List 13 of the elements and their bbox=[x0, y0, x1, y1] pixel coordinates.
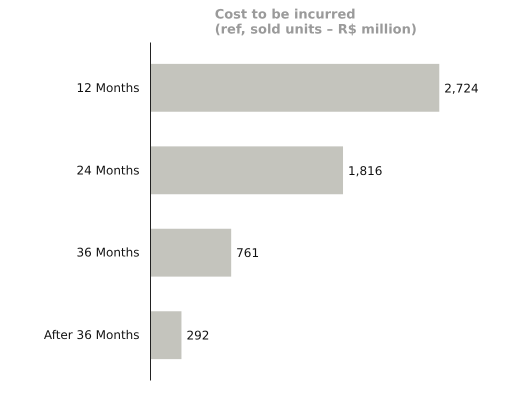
bar bbox=[150, 64, 440, 112]
bar bbox=[150, 228, 232, 277]
y-tick-label: 24 Months bbox=[76, 163, 140, 178]
data-label: 761 bbox=[236, 246, 260, 260]
bar bbox=[150, 146, 344, 194]
chart-title: Cost to be incurred (ref, sold units – R$ million) bbox=[214, 8, 417, 38]
data-label: 1,816 bbox=[348, 164, 382, 178]
bar bbox=[150, 311, 182, 360]
y-tick-label: 12 Months bbox=[76, 80, 140, 95]
y-tick-label: After 36 Months bbox=[44, 328, 140, 342]
data-label: 292 bbox=[186, 328, 210, 343]
data-label: 2,724 bbox=[444, 81, 479, 96]
y-tick-label: 36 Months bbox=[76, 246, 140, 260]
